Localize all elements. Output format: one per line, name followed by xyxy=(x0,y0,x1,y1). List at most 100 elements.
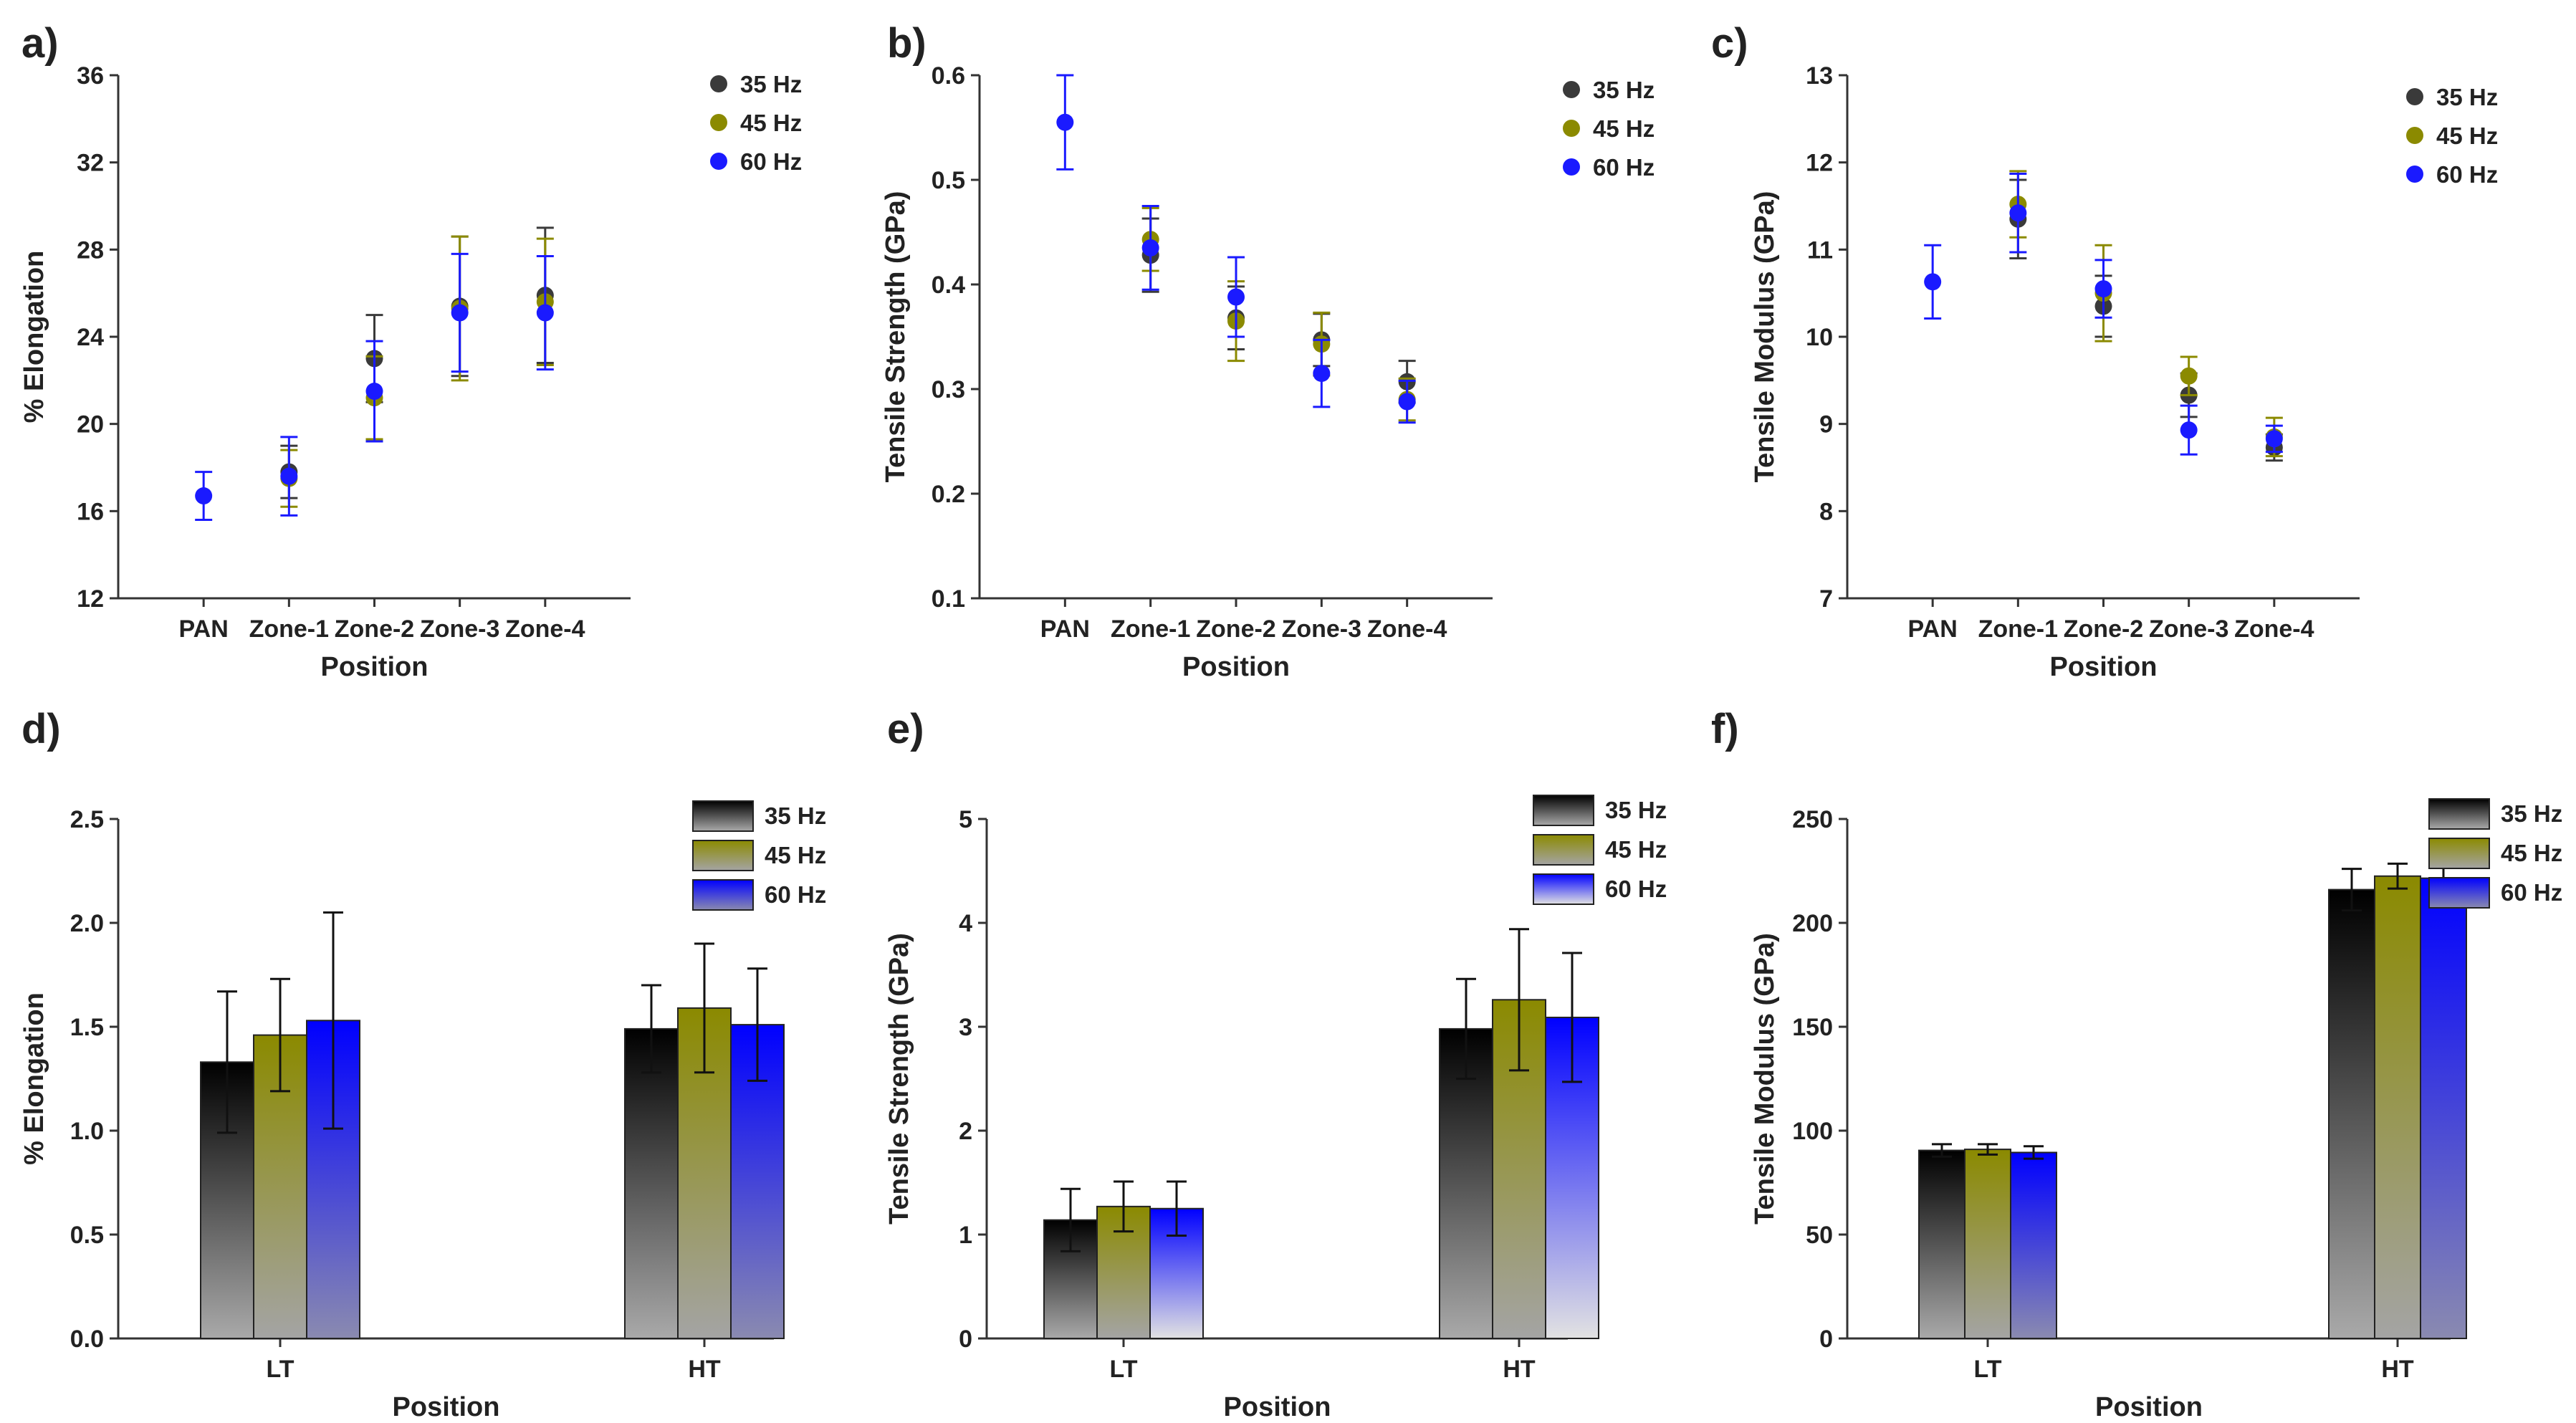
legend: 35 Hz 45 Hz 60 Hz xyxy=(2406,84,2498,188)
error-bar xyxy=(270,977,290,1093)
data-point-60-hz xyxy=(365,383,383,401)
legend-swatch-60-hz xyxy=(2428,877,2490,909)
y-tick-label: 32 xyxy=(77,150,104,177)
error-bar xyxy=(747,967,767,1082)
bar-35-hz-ht xyxy=(2328,888,2375,1339)
y-axis-title: Tensile Modulus (GPa) xyxy=(1750,191,1780,483)
y-tick-label: 20 xyxy=(77,411,104,439)
legend-label: 35 Hz xyxy=(765,802,826,829)
panel-label: b) xyxy=(887,20,927,67)
panel-label: a) xyxy=(21,20,59,67)
x-axis-title: Position xyxy=(1182,652,1290,682)
legend: 35 Hz 45 Hz 60 Hz xyxy=(1563,77,1655,181)
y-tick-label: 150 xyxy=(1792,1014,1833,1041)
legend-marker-45-hz xyxy=(2406,127,2423,144)
x-tick-label: Zone-4 xyxy=(1367,615,1447,643)
y-tick-label: 28 xyxy=(77,236,104,264)
data-point-60-hz xyxy=(2094,280,2112,298)
panel-label: d) xyxy=(21,706,61,752)
x-tick-label: Zone-1 xyxy=(249,615,329,643)
y-axis-title: % Elongation xyxy=(19,251,49,423)
x-tick-label: LT xyxy=(266,1356,294,1383)
y-tick-label: 13 xyxy=(1806,62,1833,90)
bar-60-hz-ht xyxy=(2420,877,2467,1339)
chart-panel-a: a) 12 16 20 24 28 32 36 % Elongation Position PAN Z… xyxy=(19,20,802,682)
x-tick-label: Zone-1 xyxy=(1111,615,1190,643)
y-tick-label: 16 xyxy=(77,498,104,525)
legend-label: 35 Hz xyxy=(2436,84,2498,110)
bar-45-hz-lt xyxy=(253,1034,307,1339)
legend-label: 60 Hz xyxy=(2501,879,2562,906)
data-point-60-hz xyxy=(280,467,298,485)
y-tick-label: 0.2 xyxy=(932,481,965,508)
y-tick-label: 0.5 xyxy=(932,167,965,194)
chart-panel-f: f) 0 50 100 150 200 250 Tensile Modulus (GPa) Po… xyxy=(1711,706,2562,1422)
y-tick-label: 12 xyxy=(1806,150,1833,177)
y-tick-label: 11 xyxy=(1807,236,1833,264)
y-tick-label: 2.0 xyxy=(70,910,104,937)
error-bar xyxy=(2342,868,2362,912)
legend-label: 35 Hz xyxy=(1593,77,1655,103)
y-tick-label: 200 xyxy=(1792,910,1833,937)
legend-marker-60-hz xyxy=(710,153,727,170)
y-tick-label: 0 xyxy=(959,1326,972,1353)
panel-label: e) xyxy=(887,706,924,752)
error-bar xyxy=(2024,1145,2044,1160)
panel-label: f) xyxy=(1711,706,1739,752)
y-tick-label: 1.0 xyxy=(70,1118,104,1145)
x-axis-title: Position xyxy=(2095,1392,2203,1422)
data-point-60-hz xyxy=(1924,273,1942,291)
legend-label: 60 Hz xyxy=(740,148,802,175)
data-point-60-hz xyxy=(1313,365,1331,383)
legend-marker-35-hz xyxy=(2406,88,2423,105)
x-tick-label: Zone-2 xyxy=(335,615,414,643)
legend: 35 Hz 45 Hz 60 Hz xyxy=(692,800,826,911)
y-tick-label: 3 xyxy=(959,1014,972,1041)
error-bar xyxy=(1456,977,1476,1080)
y-tick-label: 0.1 xyxy=(932,585,965,613)
legend-label: 60 Hz xyxy=(765,881,826,908)
legend-marker-60-hz xyxy=(1563,158,1580,176)
chart-panel-e: e) 0 1 2 3 4 5 Tensile Strength (GPa) Position LT… xyxy=(884,706,1667,1422)
legend-marker-60-hz xyxy=(2406,166,2423,183)
legend-swatch-45-hz xyxy=(2428,838,2490,869)
y-tick-label: 250 xyxy=(1792,806,1833,833)
panel-label: c) xyxy=(1711,20,1748,67)
x-tick-label: PAN xyxy=(1040,615,1090,643)
x-tick-label: Zone-4 xyxy=(2234,615,2314,643)
x-tick-label: HT xyxy=(688,1356,721,1383)
legend-label: 45 Hz xyxy=(2501,840,2562,866)
x-tick-label: Zone-2 xyxy=(1196,615,1275,643)
y-tick-label: 24 xyxy=(77,324,104,351)
x-tick-label: Zone-1 xyxy=(1978,615,2058,643)
bar-45-hz-lt xyxy=(1964,1149,2011,1339)
y-tick-label: 9 xyxy=(1819,411,1833,439)
legend-label: 45 Hz xyxy=(2436,123,2498,149)
legend-swatch-60-hz xyxy=(1533,873,1594,905)
legend-swatch-35-hz xyxy=(692,800,754,832)
y-tick-label: 12 xyxy=(77,585,104,613)
chart-panel-c: c) 7 8 9 10 11 12 13 Tensile Modulus (GPa) Positi… xyxy=(1711,20,2498,682)
data-point-60-hz xyxy=(2180,421,2198,439)
y-tick-label: 1 xyxy=(959,1222,972,1249)
x-tick-label: PAN xyxy=(1908,615,1958,643)
y-tick-label: 0 xyxy=(1819,1326,1833,1353)
legend-swatch-35-hz xyxy=(2428,798,2490,830)
chart-panel-b: b) 0.1 0.2 0.3 0.4 0.5 0.6 Tensile Strength (GP… xyxy=(881,20,1655,682)
data-point-60-hz xyxy=(451,304,469,322)
legend-label: 45 Hz xyxy=(1593,115,1655,142)
x-tick-label: HT xyxy=(1503,1356,1536,1383)
legend-label: 60 Hz xyxy=(1593,154,1655,181)
legend: 35 Hz 45 Hz 60 Hz xyxy=(2428,798,2562,909)
x-axis-title: Position xyxy=(321,652,428,682)
data-point-60-hz xyxy=(2265,430,2283,448)
legend-marker-45-hz xyxy=(710,114,727,131)
error-bar xyxy=(1114,1180,1134,1233)
legend-marker-45-hz xyxy=(1563,120,1580,137)
chart-panel-d: d) 0.0 0.5 1.0 1.5 2.0 2.5 % Elongation Position… xyxy=(19,706,826,1422)
data-point-60-hz xyxy=(1227,288,1245,306)
error-bar xyxy=(1562,952,1582,1083)
error-bar xyxy=(323,911,343,1130)
y-tick-label: 100 xyxy=(1792,1118,1833,1145)
y-tick-label: 4 xyxy=(959,910,972,937)
